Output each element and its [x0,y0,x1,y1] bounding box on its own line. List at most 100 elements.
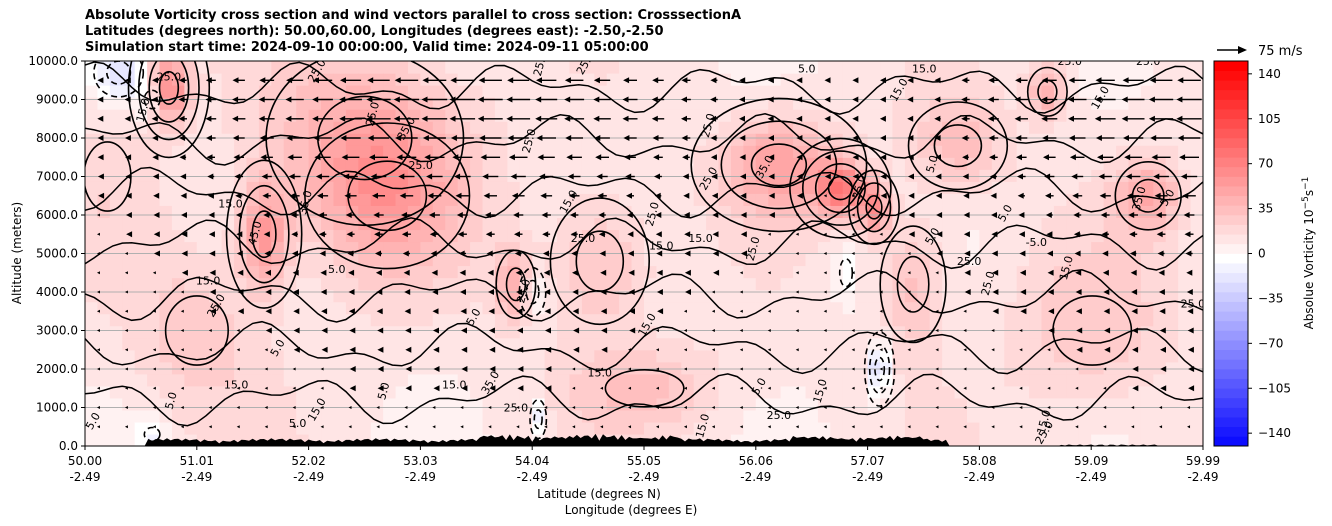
vorticity-cell [917,85,931,98]
vorticity-cell [1116,265,1130,279]
chart-title-line-2: Latitudes (degrees north): 50.00,60.00, … [85,24,664,39]
contour-label: 35.0 [296,189,315,216]
vorticity-cell [718,265,732,279]
vorticity-cell [1116,385,1130,399]
vorticity-cell [1041,313,1055,327]
wind-vector [1075,367,1079,371]
vorticity-cell [1128,73,1142,86]
vorticity-cell [880,349,894,363]
vorticity-cell [743,181,757,194]
wind-vector [851,348,855,352]
wind-vector-head [1130,269,1137,276]
vorticity-cell [867,109,881,122]
vorticity-cell [333,361,347,375]
vorticity-cell [209,181,223,194]
colorbar-band [1214,378,1248,389]
wind-vector-head [517,327,523,334]
vorticity-cell [370,145,384,158]
wind-vector-head [568,192,575,199]
wind-vector-head [1018,212,1025,218]
vorticity-cell [383,169,397,182]
vorticity-cell [904,385,918,399]
vorticity-cell [631,361,645,375]
vorticity-cell [1066,373,1080,387]
vorticity-cell [730,409,744,423]
vorticity-cell [383,301,397,315]
vorticity-cell [954,397,968,411]
vorticity-cell [594,121,608,134]
colorbar-tick-label: 140 [1258,67,1281,81]
vorticity-cell [892,145,906,158]
vorticity-cell [532,61,546,74]
vorticity-cell [805,349,819,363]
vorticity-cell [917,409,931,423]
wind-vector-head [178,115,185,122]
vorticity-cell [668,61,682,74]
wind-vector-head [824,173,831,180]
vorticity-cell [1165,277,1179,291]
wind-vector [655,329,659,332]
vorticity-cell [333,145,347,158]
vorticity-cell [917,121,931,134]
vorticity-contour [164,295,229,366]
vorticity-cell [85,433,99,446]
colorbar-band [1214,407,1248,418]
wind-vector-head [594,135,601,141]
vorticity-cell [134,265,148,279]
vorticity-cell [1140,169,1154,182]
vorticity-cell [407,229,421,243]
colorbar-band [1214,282,1248,293]
vorticity-cell [954,361,968,375]
vorticity-cell [743,73,757,86]
wind-vector [935,386,939,390]
vorticity-cell [358,277,372,291]
vorticity-cell [1153,337,1167,351]
vorticity-cell [706,241,720,255]
vorticity-cell [1128,145,1142,158]
vorticity-cell [321,325,335,339]
vorticity-cell [1178,217,1192,231]
vorticity-cell [507,385,521,399]
vorticity-cell [296,97,310,110]
wind-vector-head [741,250,747,257]
vorticity-cell [109,289,123,303]
vorticity-cell [793,349,807,363]
vorticity-cell [1190,229,1203,243]
vorticity-cell [1178,253,1192,267]
contour-label: 5.0 [924,154,941,174]
colorbar-tick-label: −70 [1258,336,1283,350]
vorticity-cell [345,373,359,387]
vorticity-cell [966,373,980,387]
vorticity-cell [917,397,931,411]
wind-vector-head [1098,173,1105,180]
vorticity-cell [954,349,968,363]
wind-vector [823,290,827,294]
vorticity-cell [606,325,620,339]
vorticity-cell [830,265,844,279]
vorticity-cell [743,289,757,303]
vorticity-cell [1004,409,1018,423]
wind-vector-head [569,212,576,218]
wind-vector [124,271,128,275]
wind-vector-head [366,115,373,122]
vorticity-cell [581,325,595,339]
wind-vector-head [564,96,571,103]
vorticity-cell [234,61,248,74]
vorticity-cell [557,85,571,98]
vorticity-cell [743,145,757,158]
y-tick-label: 10000.0 [28,54,78,68]
vorticity-cell [966,229,980,243]
vorticity-cell [97,337,111,351]
vorticity-cell [234,289,248,303]
wind-vector-head [934,77,941,84]
vorticity-cell [159,277,173,291]
wind-vector [264,425,268,429]
vorticity-cell [457,409,471,423]
vorticity-cell [730,157,744,170]
vorticity-cell [904,241,918,255]
vorticity-cell [991,181,1005,194]
vorticity-cell [109,421,123,435]
vorticity-cell [159,217,173,231]
vorticity-cell [718,193,732,206]
wind-vector-head [319,250,326,257]
